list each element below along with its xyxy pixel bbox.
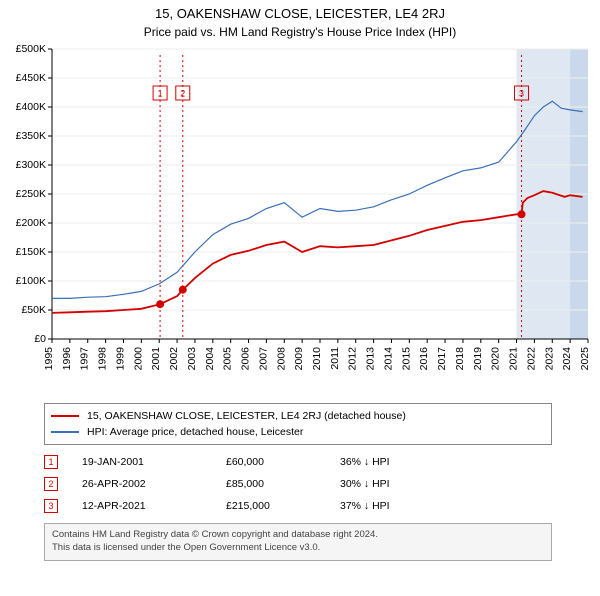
attrib-line1: Contains HM Land Registry data © Crown c…: [52, 529, 544, 542]
svg-text:2012: 2012: [347, 347, 359, 371]
svg-text:£500K: £500K: [16, 43, 46, 55]
svg-text:1: 1: [158, 88, 163, 98]
sale-marker-icon: 2: [44, 477, 58, 491]
svg-text:2002: 2002: [168, 347, 180, 371]
sale-diff: 30% ↓ HPI: [340, 478, 440, 490]
svg-text:2016: 2016: [418, 347, 430, 371]
svg-text:2019: 2019: [472, 347, 484, 371]
sale-date: 12-APR-2021: [82, 500, 202, 512]
sale-diff: 36% ↓ HPI: [340, 456, 440, 468]
sale-diff: 37% ↓ HPI: [340, 500, 440, 512]
legend: 15, OAKENSHAW CLOSE, LEICESTER, LE4 2RJ …: [44, 403, 552, 445]
svg-text:3: 3: [519, 88, 524, 98]
legend-label: 15, OAKENSHAW CLOSE, LEICESTER, LE4 2RJ …: [87, 410, 406, 422]
sale-price: £85,000: [226, 478, 316, 490]
svg-text:1996: 1996: [61, 347, 73, 371]
svg-text:2015: 2015: [400, 347, 412, 371]
sale-date: 19-JAN-2001: [82, 456, 202, 468]
svg-text:£450K: £450K: [16, 72, 46, 84]
svg-text:£350K: £350K: [16, 130, 46, 142]
sale-row: 3 12-APR-2021 £215,000 37% ↓ HPI: [44, 495, 552, 517]
sale-row: 1 19-JAN-2001 £60,000 36% ↓ HPI: [44, 451, 552, 473]
svg-text:2007: 2007: [257, 347, 269, 371]
price-chart: £0 £50K £100K £150K £200K £250K £300K £350K £400…: [0, 39, 600, 399]
svg-text:2010: 2010: [311, 347, 323, 371]
chart-title-address: 15, OAKENSHAW CLOSE, LEICESTER, LE4 2RJ: [0, 6, 600, 21]
legend-label: HPI: Average price, detached house, Leic…: [87, 426, 303, 438]
svg-text:£100K: £100K: [16, 275, 46, 287]
svg-text:2013: 2013: [365, 347, 377, 371]
svg-text:2006: 2006: [240, 347, 252, 371]
svg-text:2018: 2018: [454, 347, 466, 371]
svg-text:1999: 1999: [114, 347, 126, 371]
svg-text:£400K: £400K: [16, 101, 46, 113]
svg-text:2011: 2011: [329, 347, 341, 370]
svg-text:1995: 1995: [43, 347, 55, 371]
svg-text:1997: 1997: [79, 347, 91, 371]
legend-swatch: [51, 431, 79, 433]
chart-subtitle: Price paid vs. HM Land Registry's House …: [0, 25, 600, 39]
svg-text:2020: 2020: [490, 347, 502, 371]
svg-text:2003: 2003: [186, 347, 198, 371]
legend-row-hpi: HPI: Average price, detached house, Leic…: [51, 424, 545, 440]
svg-text:2014: 2014: [382, 347, 394, 371]
svg-text:2: 2: [180, 88, 185, 98]
svg-text:£300K: £300K: [16, 159, 46, 171]
sale-row: 2 26-APR-2002 £85,000 30% ↓ HPI: [44, 473, 552, 495]
svg-text:2017: 2017: [436, 347, 448, 371]
svg-text:£250K: £250K: [16, 188, 46, 200]
svg-text:2005: 2005: [222, 347, 234, 371]
svg-text:2009: 2009: [293, 347, 305, 371]
sale-price: £60,000: [226, 456, 316, 468]
svg-text:£0: £0: [34, 333, 46, 345]
sale-price: £215,000: [226, 500, 316, 512]
svg-text:2008: 2008: [275, 347, 287, 371]
svg-text:2022: 2022: [525, 347, 537, 371]
svg-text:2024: 2024: [561, 347, 573, 371]
svg-text:2001: 2001: [150, 347, 162, 371]
svg-text:2004: 2004: [204, 347, 216, 371]
legend-swatch: [51, 415, 79, 417]
sale-marker-icon: 1: [44, 455, 58, 469]
svg-text:2023: 2023: [543, 347, 555, 371]
svg-text:£150K: £150K: [16, 246, 46, 258]
legend-row-price: 15, OAKENSHAW CLOSE, LEICESTER, LE4 2RJ …: [51, 408, 545, 424]
attribution-box: Contains HM Land Registry data © Crown c…: [44, 523, 552, 561]
svg-text:2025: 2025: [579, 347, 591, 371]
sale-marker-icon: 3: [44, 499, 58, 513]
chart-container: £0 £50K £100K £150K £200K £250K £300K £350K £400…: [0, 39, 600, 399]
svg-text:£200K: £200K: [16, 217, 46, 229]
svg-text:2021: 2021: [508, 347, 520, 371]
sales-table: 1 19-JAN-2001 £60,000 36% ↓ HPI 2 26-APR-2002…: [44, 451, 552, 517]
svg-text:1998: 1998: [97, 347, 109, 371]
sale-date: 26-APR-2002: [82, 478, 202, 490]
svg-text:£50K: £50K: [21, 304, 46, 316]
svg-text:2000: 2000: [132, 347, 144, 371]
attrib-line2: This data is licensed under the Open Gov…: [52, 542, 544, 555]
